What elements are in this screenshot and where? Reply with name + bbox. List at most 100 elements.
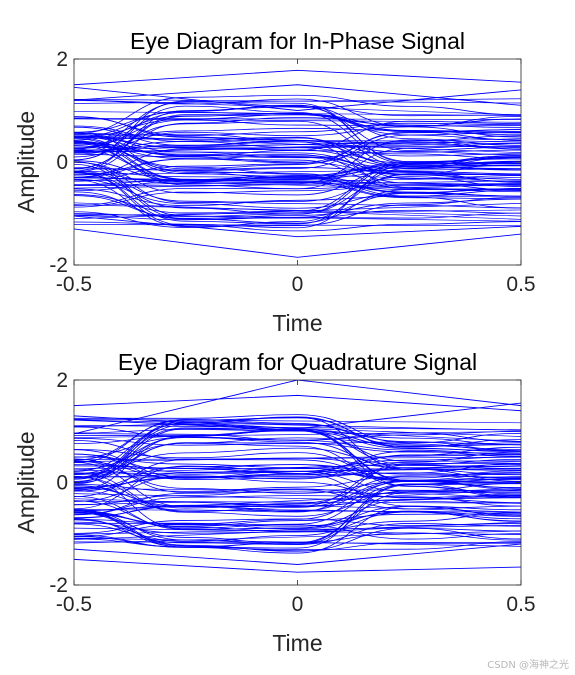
eye-trace bbox=[74, 177, 521, 209]
outlier-trace bbox=[74, 228, 521, 258]
plot-area bbox=[74, 69, 521, 258]
eye-trace bbox=[74, 505, 521, 520]
eye-trace bbox=[74, 414, 521, 444]
eye-trace bbox=[74, 489, 521, 512]
eye-trace bbox=[74, 135, 521, 154]
eye-trace bbox=[74, 132, 521, 149]
eye-trace bbox=[74, 105, 521, 165]
eye-trace bbox=[74, 168, 521, 175]
eye-trace bbox=[74, 188, 521, 206]
eye-trace bbox=[74, 224, 521, 227]
eye-trace bbox=[74, 442, 521, 498]
eye-trace bbox=[74, 163, 521, 220]
eye-trace bbox=[74, 140, 521, 154]
eye-trace bbox=[74, 179, 521, 192]
eye-trace bbox=[74, 483, 521, 545]
plot-area bbox=[74, 380, 521, 573]
eye-trace bbox=[74, 483, 521, 529]
eye-trace bbox=[74, 450, 521, 488]
eye-trace bbox=[74, 500, 521, 504]
x-tick-label: -0.5 bbox=[56, 273, 92, 296]
eye-trace bbox=[74, 471, 521, 509]
eye-trace bbox=[74, 179, 521, 227]
eye-trace bbox=[74, 100, 521, 161]
y-axis-label: Amplitude bbox=[13, 431, 39, 533]
eye-trace bbox=[74, 509, 521, 513]
eye-trace bbox=[74, 98, 521, 127]
eye-trace bbox=[74, 163, 521, 186]
y-tick-label: -2 bbox=[49, 574, 68, 597]
outlier-trace bbox=[74, 394, 521, 412]
eye-trace bbox=[74, 126, 521, 188]
eye-trace bbox=[74, 142, 521, 194]
eye-trace bbox=[74, 488, 521, 492]
eye-trace bbox=[74, 461, 521, 474]
eye-trace bbox=[74, 139, 521, 187]
outlier-trace bbox=[74, 543, 521, 565]
eye-trace bbox=[74, 460, 521, 494]
chart-title: Eye Diagram for In-Phase Signal bbox=[130, 28, 465, 54]
eye-trace bbox=[74, 498, 521, 513]
x-tick-label: 0 bbox=[292, 273, 304, 296]
eye-trace bbox=[74, 447, 521, 475]
eye-trace bbox=[74, 423, 521, 448]
chart-panel-1: -0.5 0 0.5 -2 0 2 Eye Diagram for In-Phase Sig… bbox=[13, 28, 536, 336]
eye-trace bbox=[74, 437, 521, 446]
y-tick-label: 2 bbox=[56, 369, 68, 392]
eye-trace bbox=[74, 419, 521, 431]
eye-trace bbox=[74, 521, 521, 540]
eye-trace bbox=[74, 134, 521, 182]
outlier-trace bbox=[74, 86, 521, 111]
eye-trace bbox=[74, 141, 521, 191]
eye-trace bbox=[74, 467, 521, 475]
eye-trace bbox=[74, 118, 521, 123]
eye-trace bbox=[74, 493, 521, 504]
eye-trace bbox=[74, 429, 521, 495]
x-tick-label: 0.5 bbox=[506, 273, 535, 296]
eye-trace bbox=[74, 99, 521, 116]
eye-trace bbox=[74, 416, 521, 476]
eye-trace bbox=[74, 158, 521, 193]
eye-trace bbox=[74, 431, 521, 438]
eye-trace bbox=[74, 459, 521, 497]
eye-trace bbox=[74, 464, 521, 491]
eye-trace bbox=[74, 98, 521, 104]
eye-trace bbox=[74, 177, 521, 186]
eye-trace bbox=[74, 454, 521, 463]
y-axis-label: Amplitude bbox=[13, 111, 39, 213]
eye-trace bbox=[74, 156, 521, 225]
eye-trace bbox=[74, 150, 521, 175]
eye-trace bbox=[74, 106, 521, 172]
x-tick-label: -0.5 bbox=[56, 593, 92, 616]
eye-trace bbox=[74, 467, 521, 470]
y-tick-label: 0 bbox=[56, 472, 68, 495]
outlier-trace bbox=[74, 215, 521, 238]
eye-trace bbox=[74, 491, 521, 519]
outlier-trace bbox=[74, 380, 521, 435]
eye-trace bbox=[74, 537, 521, 547]
eye-trace bbox=[74, 510, 521, 550]
eye-trace bbox=[74, 491, 521, 516]
eye-trace bbox=[74, 153, 521, 176]
eye-trace bbox=[74, 451, 521, 479]
x-tick-label: 0 bbox=[292, 593, 304, 616]
eye-trace bbox=[74, 213, 521, 222]
x-axis-label: Time bbox=[272, 630, 322, 656]
outlier-trace bbox=[74, 69, 521, 86]
eye-trace bbox=[74, 454, 521, 502]
chart-panel-2: -0.5 0 0.5 -2 0 2 Eye Diagram for Quadrature S… bbox=[13, 349, 536, 656]
eye-trace bbox=[74, 483, 521, 549]
eye-trace bbox=[74, 509, 521, 552]
outlier-trace bbox=[74, 558, 521, 573]
eye-trace bbox=[74, 524, 521, 535]
eye-trace bbox=[74, 166, 521, 182]
y-tick-label: 0 bbox=[56, 151, 68, 174]
eye-trace bbox=[74, 111, 521, 116]
eye-trace bbox=[74, 527, 521, 536]
eye-trace bbox=[74, 202, 521, 220]
eye-trace bbox=[74, 171, 521, 183]
eye-trace bbox=[74, 510, 521, 530]
eye-trace bbox=[74, 119, 521, 149]
eye-trace bbox=[74, 163, 521, 215]
